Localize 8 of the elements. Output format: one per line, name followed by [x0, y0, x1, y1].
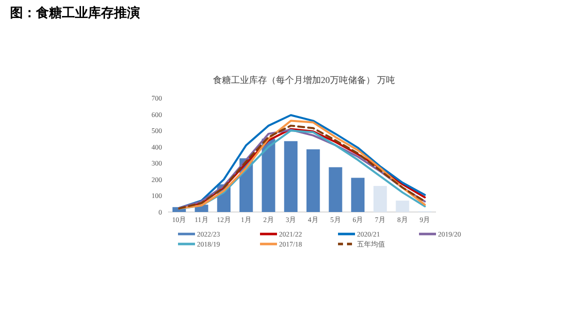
chart-title: 图：食糖工业库存推演 — [10, 5, 140, 20]
bar — [328, 167, 342, 212]
bar — [396, 200, 410, 212]
chart-subtitle: 食糖工业库存（每个月增加20万吨储备） 万吨 — [212, 75, 396, 85]
bar — [306, 149, 320, 212]
bar — [351, 178, 365, 212]
bar — [284, 141, 298, 212]
bar — [373, 186, 387, 212]
